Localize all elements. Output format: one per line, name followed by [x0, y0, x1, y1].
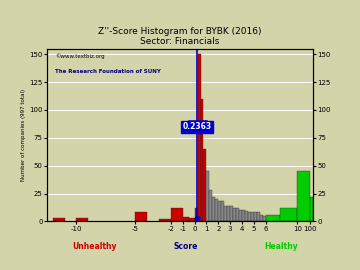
Text: The Research Foundation of SUNY: The Research Foundation of SUNY	[55, 69, 161, 74]
Bar	[195, 208, 198, 221]
Bar	[260, 215, 262, 221]
Bar	[227, 206, 230, 221]
Bar	[218, 201, 221, 221]
Bar	[212, 197, 215, 221]
Bar	[230, 206, 233, 221]
Text: Unhealthy: Unhealthy	[72, 242, 117, 251]
Bar	[203, 149, 206, 221]
Bar	[221, 201, 224, 221]
Bar	[76, 218, 88, 221]
Bar	[242, 210, 245, 221]
Bar	[262, 216, 266, 221]
Bar	[183, 217, 189, 221]
Bar	[53, 218, 64, 221]
Bar	[236, 208, 239, 221]
Bar	[210, 190, 212, 221]
Bar	[215, 199, 218, 221]
Text: Score: Score	[173, 242, 198, 251]
Bar	[159, 219, 171, 221]
Bar	[189, 218, 195, 221]
Title: Z''-Score Histogram for BYBK (2016)
Sector: Financials: Z''-Score Histogram for BYBK (2016) Sect…	[98, 27, 262, 46]
Bar	[171, 208, 183, 221]
Bar	[254, 212, 257, 221]
Bar	[206, 171, 210, 221]
Bar	[245, 211, 248, 221]
Bar	[280, 208, 297, 221]
Bar	[135, 212, 147, 221]
Bar	[224, 206, 227, 221]
Bar	[248, 212, 251, 221]
Y-axis label: Number of companies (997 total): Number of companies (997 total)	[21, 89, 26, 181]
Text: Healthy: Healthy	[264, 242, 298, 251]
Bar	[233, 208, 236, 221]
Bar	[297, 171, 310, 221]
Bar	[201, 99, 203, 221]
Bar	[266, 215, 280, 221]
Bar	[239, 210, 242, 221]
Bar	[251, 212, 254, 221]
Text: 0.2363: 0.2363	[183, 122, 212, 131]
Bar	[257, 212, 260, 221]
Bar	[310, 197, 313, 221]
Bar	[198, 54, 201, 221]
Text: ©www.textbiz.org: ©www.textbiz.org	[55, 54, 104, 59]
